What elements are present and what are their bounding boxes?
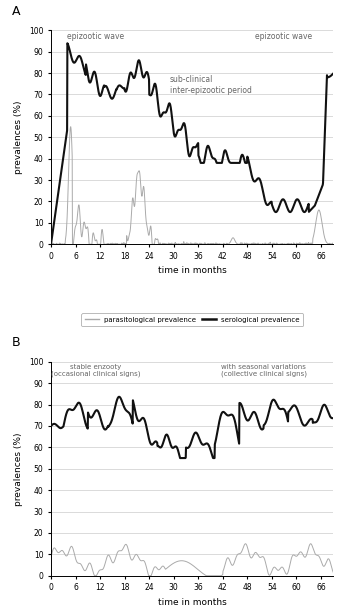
Text: stable enzooty
(occasional clinical signs): stable enzooty (occasional clinical sign… bbox=[51, 364, 141, 378]
Text: sub-clinical
inter-epizootic period: sub-clinical inter-epizootic period bbox=[170, 75, 252, 95]
Text: epizootic wave: epizootic wave bbox=[255, 33, 312, 41]
Text: A: A bbox=[12, 5, 20, 18]
Y-axis label: prevalences (%): prevalences (%) bbox=[14, 101, 23, 174]
Text: with seasonal variations
(collective clinical signs): with seasonal variations (collective cli… bbox=[221, 364, 307, 378]
Legend: parasitological prevalence, serological prevalence: parasitological prevalence, serological … bbox=[81, 313, 303, 326]
Y-axis label: prevalences (%): prevalences (%) bbox=[14, 432, 23, 505]
X-axis label: time in months: time in months bbox=[158, 267, 226, 275]
Text: B: B bbox=[12, 336, 20, 349]
X-axis label: time in months: time in months bbox=[158, 598, 226, 606]
Text: epizootic wave: epizootic wave bbox=[67, 33, 124, 41]
